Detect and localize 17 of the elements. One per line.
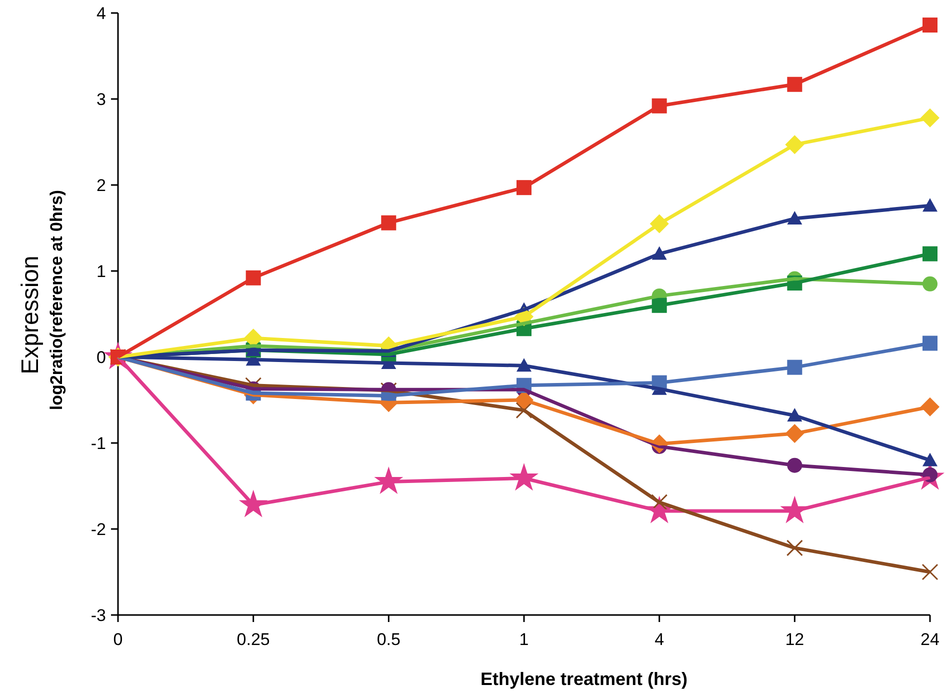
x-axis-title: Ethylene treatment (hrs) (480, 669, 688, 689)
x-tick-label: 0 (113, 630, 123, 649)
y-tick-label: 1 (96, 262, 106, 281)
x-tick-label: 4 (654, 630, 664, 649)
y-tick-label: 3 (96, 90, 106, 109)
y-tick-label: -2 (90, 520, 106, 539)
y-axis-title: Expression log2ratio(reference at 0hrs) (17, 190, 66, 410)
x-tick-label: 24 (920, 630, 940, 649)
x-tick-label: 1 (519, 630, 529, 649)
y-tick-label: -1 (90, 434, 106, 453)
x-tick-label: 0.25 (236, 630, 270, 649)
y-tick-label: -3 (90, 606, 106, 625)
x-tick-label: 12 (785, 630, 804, 649)
x-tick-label: 0.5 (376, 630, 400, 649)
y-tick-label: 0 (96, 348, 106, 367)
y-tick-label: 4 (96, 4, 106, 23)
y-tick-label: 2 (96, 176, 106, 195)
